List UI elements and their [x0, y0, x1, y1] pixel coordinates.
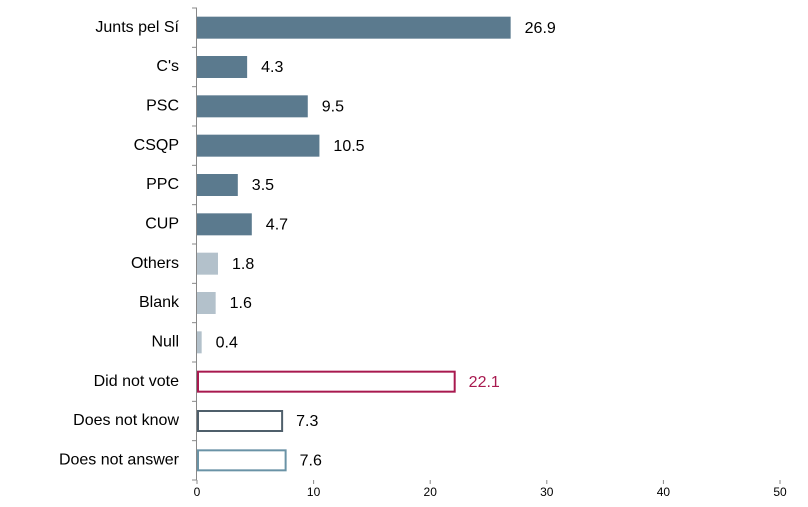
bar — [197, 449, 287, 472]
bar — [197, 56, 248, 78]
y-tick-label: Null — [151, 334, 179, 351]
y-tick-label: Does not know — [73, 412, 179, 429]
bar — [197, 174, 238, 196]
x-tick-label: 20 — [424, 485, 438, 499]
value-label: 22.1 — [469, 374, 500, 391]
bar — [197, 331, 202, 354]
bar — [197, 370, 456, 393]
y-tick-label: C's — [156, 58, 179, 75]
value-label: 7.6 — [300, 453, 322, 470]
value-label: 9.5 — [322, 99, 344, 116]
y-tick-label: Blank — [139, 294, 180, 311]
value-label: 3.5 — [252, 177, 274, 194]
y-tick-label: Did not vote — [94, 373, 179, 390]
bar — [197, 134, 320, 157]
value-label: 1.8 — [232, 256, 254, 273]
value-label: 0.4 — [216, 335, 238, 352]
value-label: 4.7 — [266, 217, 288, 234]
x-tick-label: 50 — [773, 485, 787, 499]
x-tick-label: 40 — [657, 485, 671, 499]
y-tick-label: PSC — [146, 98, 179, 115]
y-tick-label: Others — [131, 255, 179, 272]
y-tick-label: PPC — [146, 176, 179, 193]
value-label: 1.6 — [230, 295, 252, 312]
bar — [197, 16, 511, 39]
y-tick-label: Does not answer — [59, 452, 180, 469]
x-tick-label: 0 — [194, 485, 201, 499]
y-tick-label: Junts pel Sí — [95, 19, 179, 36]
x-tick-label: 10 — [307, 485, 321, 499]
bar — [197, 252, 218, 275]
value-label: 26.9 — [525, 20, 556, 37]
x-tick-label: 30 — [540, 485, 554, 499]
value-label: 7.3 — [296, 413, 318, 430]
bar — [197, 95, 308, 118]
y-tick-label: CUP — [145, 216, 179, 233]
bar — [197, 213, 252, 236]
bar — [197, 292, 216, 314]
bar — [197, 410, 284, 432]
value-label: 10.5 — [333, 138, 364, 155]
y-tick-label: CSQP — [134, 137, 179, 154]
value-label: 4.3 — [261, 59, 283, 76]
